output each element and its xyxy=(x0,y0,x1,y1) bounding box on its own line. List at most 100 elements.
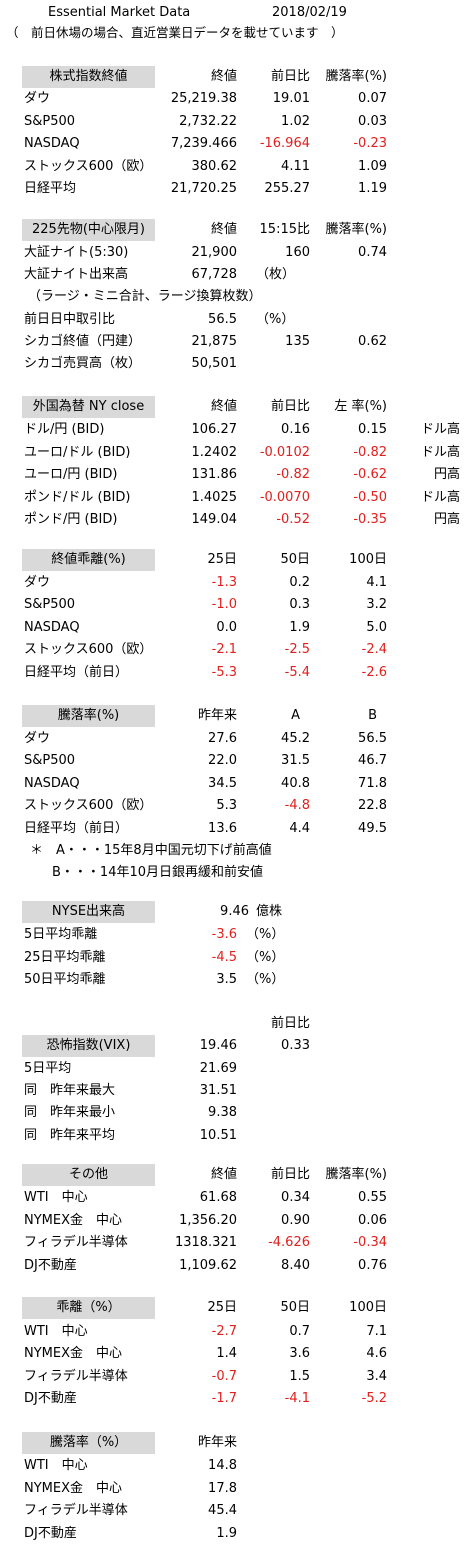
indices-row-value: 2,732.22 xyxy=(179,114,237,129)
others_dev-row-value: -5.2 xyxy=(361,1391,387,1406)
fx-row-label: ユーロ/円 (BID) xyxy=(24,467,118,482)
vix-row-value: 31.51 xyxy=(199,1083,237,1098)
indices-row-value: 25,219.38 xyxy=(170,91,237,106)
others_dev-column-header: 50日 xyxy=(280,1300,310,1315)
fx-column-header: 左 率(%) xyxy=(334,399,387,414)
holiday-note: （ 前日休場の場合、直近営業日データを載せています ） xyxy=(6,25,344,40)
others-row-value: 0.06 xyxy=(358,1213,387,1228)
others_change-row-label: フィラデル半導体 xyxy=(24,1503,128,1518)
fx-row-value: -0.35 xyxy=(353,512,387,527)
others-row-value: 0.55 xyxy=(358,1190,387,1205)
change-row-label: NASDAQ xyxy=(24,776,80,791)
others_change-row-label: WTI 中心 xyxy=(24,1458,88,1473)
fx-row-value: -0.52 xyxy=(276,512,310,527)
change-column-header: A xyxy=(291,708,300,723)
fx-row-value: 0.16 xyxy=(281,422,310,437)
indices-row-value: 0.07 xyxy=(358,91,387,106)
futures-row-label: 前日日中取引比 xyxy=(24,312,116,327)
futures-column-header: 終値 xyxy=(210,222,237,237)
nyse-header-label: NYSE出来高 xyxy=(22,901,155,923)
change-note-a: ＊ A・・・15年8月中国元切下げ前高値 xyxy=(30,843,272,858)
others_dev-row-label: WTI 中心 xyxy=(24,1324,88,1339)
futures-row-label: シカゴ終値（円建） xyxy=(24,334,142,349)
others_dev-column-header: 100日 xyxy=(349,1300,387,1315)
fx-row-value: 131.86 xyxy=(191,467,238,482)
futures-row-value: 135 xyxy=(285,334,310,349)
change-note-b: B・・・14年10月日銀再緩和前安値 xyxy=(52,865,264,880)
indices-row-label: 日経平均 xyxy=(24,181,77,196)
nyse-row-value: 3.5 xyxy=(216,972,237,987)
indices-row-label: ダウ xyxy=(24,91,51,106)
indices-row-value: -0.23 xyxy=(353,136,387,151)
fx-row-label: ユーロ/ドル (BID) xyxy=(24,445,131,460)
others-row-value: 0.34 xyxy=(281,1190,310,1205)
report-date: 2018/02/19 xyxy=(272,5,347,20)
deviation-column-header: 100日 xyxy=(349,552,387,567)
futures-row-label: シカゴ売買高（枚） xyxy=(24,356,142,371)
fx-row-value: 0.15 xyxy=(358,422,387,437)
fx-row-value: -0.62 xyxy=(353,467,387,482)
change-row-value: 45.2 xyxy=(281,731,310,746)
fx-row-value: 1.2402 xyxy=(191,445,238,460)
nyse-row-value: -3.6 xyxy=(211,927,237,942)
others_dev-row-label: NYMEX金 中心 xyxy=(24,1346,123,1361)
fx-row-value: -0.50 xyxy=(353,490,387,505)
others_change-row-label: DJ不動産 xyxy=(24,1526,77,1541)
futures-row-label: 大証ナイト出来高 xyxy=(24,267,129,282)
fx-row-value: 106.27 xyxy=(191,422,238,437)
nyse-volume-unit: 億株 xyxy=(256,904,283,919)
vix-header-label: 恐怖指数(VIX) xyxy=(22,1035,155,1057)
page-title: Essential Market Data xyxy=(48,5,191,20)
deviation-row-label: 日経平均（前日） xyxy=(24,665,129,680)
change-column-header: B xyxy=(368,708,377,723)
deviation-row-value: -2.4 xyxy=(361,642,387,657)
fx-row-value: -0.0070 xyxy=(259,490,310,505)
deviation-row-value: -2.1 xyxy=(211,642,237,657)
futures-column-header: 騰落率(%) xyxy=(325,222,388,237)
indices-row-label: NASDAQ xyxy=(24,136,80,151)
others_change-row-label: NYMEX金 中心 xyxy=(24,1481,123,1496)
indices-column-header: 終値 xyxy=(210,69,237,84)
fx-direction-label: 円高 xyxy=(433,512,460,527)
deviation-row-value: 0.3 xyxy=(289,597,310,612)
vix-row-label: 同 昨年来最小 xyxy=(24,1105,116,1120)
fx-row-value: -0.0102 xyxy=(259,445,310,460)
change-row-value: 71.8 xyxy=(358,776,387,791)
others_dev-row-value: 1.4 xyxy=(216,1346,237,1361)
others-row-value: 0.90 xyxy=(281,1213,310,1228)
futures-row-value: 160 xyxy=(285,245,310,260)
indices-row-value: 380.62 xyxy=(191,159,238,174)
nyse-row-label: 50日平均乖離 xyxy=(24,972,106,987)
indices-row-value: 0.03 xyxy=(358,114,387,129)
change-row-value: 22.8 xyxy=(358,798,387,813)
others-row-label: フィラデル半導体 xyxy=(24,1235,128,1250)
deviation-header-label: 終値乖離(%) xyxy=(22,549,155,571)
change-row-label: S&P500 xyxy=(24,753,76,768)
others_dev-row-value: -0.7 xyxy=(211,1369,237,1384)
change-row-value: 13.6 xyxy=(208,821,237,836)
nyse-row-value: -4.5 xyxy=(211,950,237,965)
others-row-value: 1,356.20 xyxy=(179,1213,237,1228)
deviation-row-value: -5.3 xyxy=(211,665,237,680)
change-row-label: ダウ xyxy=(24,731,51,746)
futures-row-unit: （%） xyxy=(256,312,295,327)
others-row-value: 1318.321 xyxy=(174,1235,237,1250)
others-row-label: DJ不動産 xyxy=(24,1258,77,1273)
change-row-value: 5.3 xyxy=(216,798,237,813)
nyse-row-label: 5日平均乖離 xyxy=(24,927,98,942)
futures-row-label: 大証ナイト(5:30) xyxy=(24,245,129,260)
fx-row-label: ポンド/ドル (BID) xyxy=(24,490,131,505)
futures-row-value: 0.74 xyxy=(358,245,387,260)
futures-row-value: 21,900 xyxy=(191,245,238,260)
change-row-label: ストックス600（欧） xyxy=(24,798,153,813)
futures-row-value: 56.5 xyxy=(208,312,237,327)
change-row-value: 56.5 xyxy=(358,731,387,746)
vix-row-label: 同 昨年来平均 xyxy=(24,1128,116,1143)
futures-row-value: 21,875 xyxy=(191,334,238,349)
nyse-row-unit: （%） xyxy=(246,972,285,987)
fx-row-value: -0.82 xyxy=(276,467,310,482)
futures-header-label: 225先物(中心限月) xyxy=(22,219,155,241)
futures-row-value: 67,728 xyxy=(191,267,238,282)
deviation-row-value: 5.0 xyxy=(366,620,387,635)
